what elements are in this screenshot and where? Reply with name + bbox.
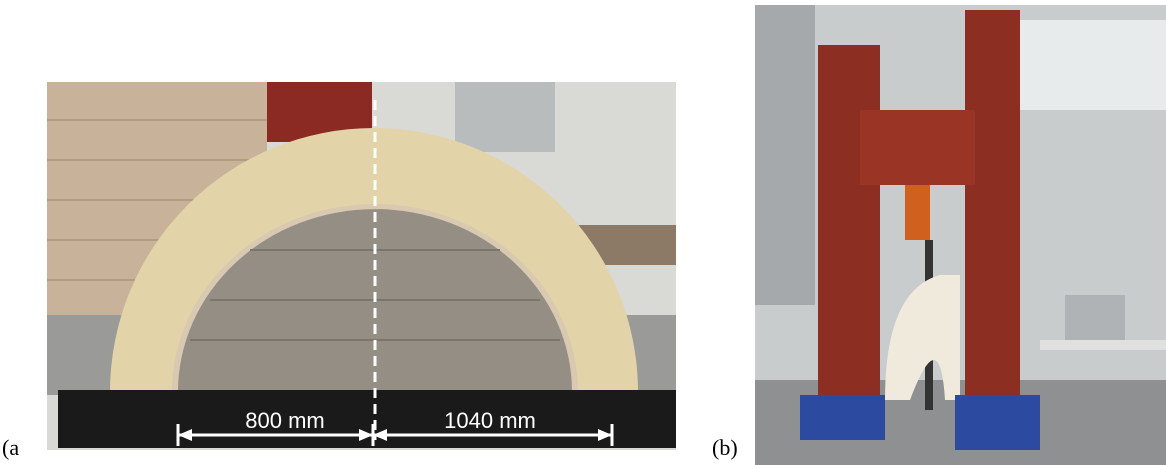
dimension-label: 1040 mm bbox=[444, 408, 536, 433]
photo-a bbox=[47, 82, 676, 450]
panel-label: (b) bbox=[712, 435, 738, 460]
dimension-label: 800 mm bbox=[245, 408, 324, 433]
figure: 800 mm 1040 mm (a (b) bbox=[0, 0, 1166, 465]
photo-b bbox=[755, 5, 1166, 465]
panel-label: (a bbox=[2, 435, 19, 460]
